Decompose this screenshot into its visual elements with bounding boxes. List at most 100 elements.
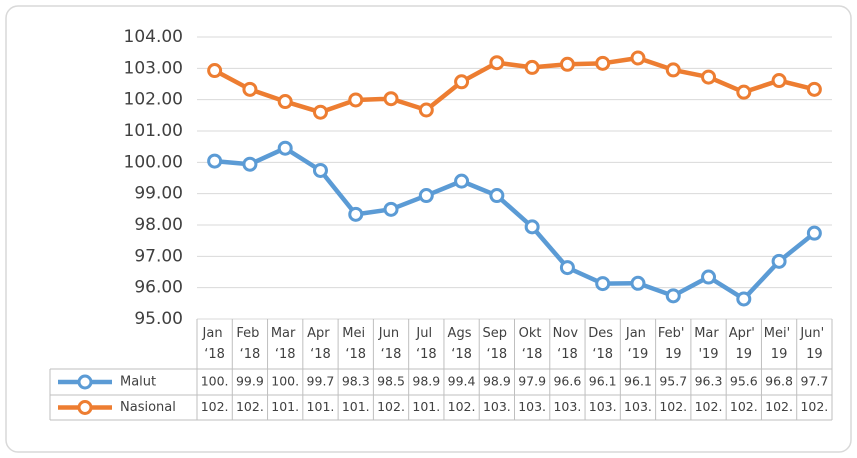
y-tick-label: 98.00 [134, 215, 183, 235]
table-value: 102. [201, 399, 229, 414]
point [418, 102, 434, 118]
table-value: 99.9 [236, 374, 264, 389]
table-value: 98.3 [342, 374, 370, 389]
point [595, 276, 611, 292]
table-value: 102. [765, 399, 793, 414]
y-tick-label: 101.00 [124, 121, 183, 141]
y-tick-label: 100.00 [124, 152, 183, 172]
x-tick-label: Mar '19 [694, 326, 723, 362]
point [454, 74, 470, 90]
point [701, 69, 717, 85]
x-tick-label: Feb ‘18 [236, 326, 263, 362]
point [207, 63, 223, 79]
x-tick-label: Jun' 19 [799, 326, 828, 362]
x-tick-label: Mar ‘18 [271, 326, 300, 362]
table-value: 96.1 [589, 374, 617, 389]
point [312, 162, 328, 178]
point [489, 188, 505, 204]
table-value: 97.9 [518, 374, 546, 389]
table-value: 102. [659, 399, 687, 414]
point [489, 55, 505, 71]
table-value: 102. [730, 399, 758, 414]
x-tick-label: Ags ‘18 [448, 326, 476, 362]
point [665, 288, 681, 304]
x-tick-label: Okt ‘18 [519, 326, 546, 362]
x-tick-label: Mei ‘18 [342, 326, 369, 362]
x-tick-label: Jan ‘18 [202, 326, 227, 362]
point [454, 173, 470, 189]
table-value: 96.8 [765, 374, 793, 389]
legend-label: Nasional [120, 400, 176, 415]
table-value: 95.6 [730, 374, 758, 389]
x-tick-label: Apr' 19 [729, 326, 759, 362]
point [736, 291, 752, 307]
x-tick-label: Jul ‘18 [415, 326, 436, 362]
table-value: 102. [448, 399, 476, 414]
x-tick-label: Nov ‘18 [553, 326, 583, 362]
table-value: 103. [589, 399, 617, 414]
point [524, 59, 540, 75]
x-tick-label: Feb' 19 [658, 326, 689, 362]
chart-border [5, 5, 852, 453]
point [277, 94, 293, 110]
x-tick-label: Apr ‘18 [307, 326, 334, 362]
x-tick-label: Jun ‘18 [378, 326, 403, 362]
table-value: 102. [800, 399, 828, 414]
table-value: 102. [377, 399, 405, 414]
table-value: 98.9 [483, 374, 511, 389]
y-tick-label: 104.00 [124, 27, 183, 47]
table-value: 96.6 [553, 374, 581, 389]
point [383, 201, 399, 217]
point [348, 92, 364, 108]
point [348, 206, 364, 222]
table-value: 98.9 [412, 374, 440, 389]
point [418, 188, 434, 204]
point [524, 219, 540, 235]
table-value: 100. [271, 374, 299, 389]
point [630, 50, 646, 66]
point [665, 62, 681, 78]
legend-marker [77, 400, 93, 415]
y-tick-label: 96.00 [134, 278, 183, 298]
legend-marker [77, 374, 93, 390]
table-value: 102. [695, 399, 723, 414]
table-value: 103. [624, 399, 652, 414]
table-value: 95.7 [659, 374, 687, 389]
table-value: 101. [342, 399, 370, 414]
table-value: 102. [236, 399, 264, 414]
point [806, 81, 822, 97]
table-value: 103. [518, 399, 546, 414]
table-value: 101. [412, 399, 440, 414]
table-value: 101. [307, 399, 335, 414]
table-value: 100. [201, 374, 229, 389]
point [736, 84, 752, 100]
table-value: 101. [271, 399, 299, 414]
point [242, 156, 258, 172]
table-value: 96.3 [695, 374, 723, 389]
point [771, 253, 787, 269]
point [242, 81, 258, 97]
point [277, 140, 293, 156]
y-tick-label: 97.00 [134, 246, 183, 266]
point [559, 56, 575, 72]
x-tick-label: Sep ‘18 [483, 326, 512, 362]
table-value: 96.1 [624, 374, 652, 389]
y-tick-label: 99.00 [134, 184, 183, 204]
point [559, 260, 575, 276]
x-tick-label: Jan ‘19 [625, 326, 650, 362]
table-value: 103. [483, 399, 511, 414]
point [383, 91, 399, 107]
table-value: 97.7 [800, 374, 828, 389]
point [701, 269, 717, 285]
y-tick-label: 102.00 [124, 90, 183, 110]
x-tick-label: Des ‘18 [588, 326, 617, 362]
point [312, 104, 328, 120]
x-tick-label: Mei' 19 [764, 326, 795, 362]
point [630, 275, 646, 291]
legend-label: Malut [120, 375, 156, 390]
y-tick-label: 103.00 [124, 58, 183, 78]
point [771, 73, 787, 89]
table-value: 99.4 [448, 374, 476, 389]
table-value: 98.5 [377, 374, 405, 389]
